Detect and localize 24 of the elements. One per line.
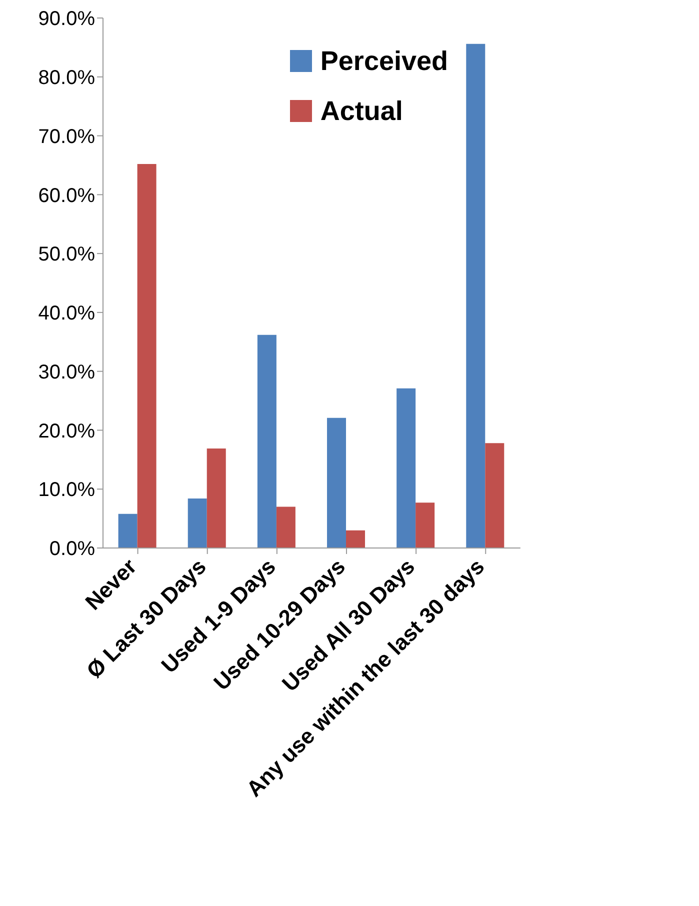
bar — [485, 443, 504, 548]
y-tick-label: 20.0% — [38, 420, 96, 442]
y-tick-label: 50.0% — [38, 244, 96, 266]
y-tick-label: 80.0% — [38, 66, 96, 89]
bar — [346, 530, 366, 548]
legend-label: Perceived — [320, 46, 448, 76]
bar — [118, 514, 138, 548]
bar — [327, 418, 346, 548]
y-tick-label: 90.0% — [38, 8, 96, 30]
y-tick-label: 0.0% — [49, 538, 96, 560]
bar — [276, 506, 296, 548]
legend-label: Actual — [320, 96, 403, 126]
bar — [206, 448, 226, 548]
y-tick-label: 40.0% — [38, 302, 96, 325]
y-tick-label: 10.0% — [38, 479, 96, 502]
bar — [137, 164, 156, 548]
bar — [466, 44, 486, 548]
bar — [188, 498, 207, 548]
bar — [396, 388, 416, 548]
bar — [416, 502, 435, 548]
bar — [257, 334, 276, 548]
y-tick-label: 70.0% — [38, 126, 96, 148]
y-tick-label: 60.0% — [38, 184, 96, 207]
y-tick-label: 30.0% — [38, 361, 96, 384]
